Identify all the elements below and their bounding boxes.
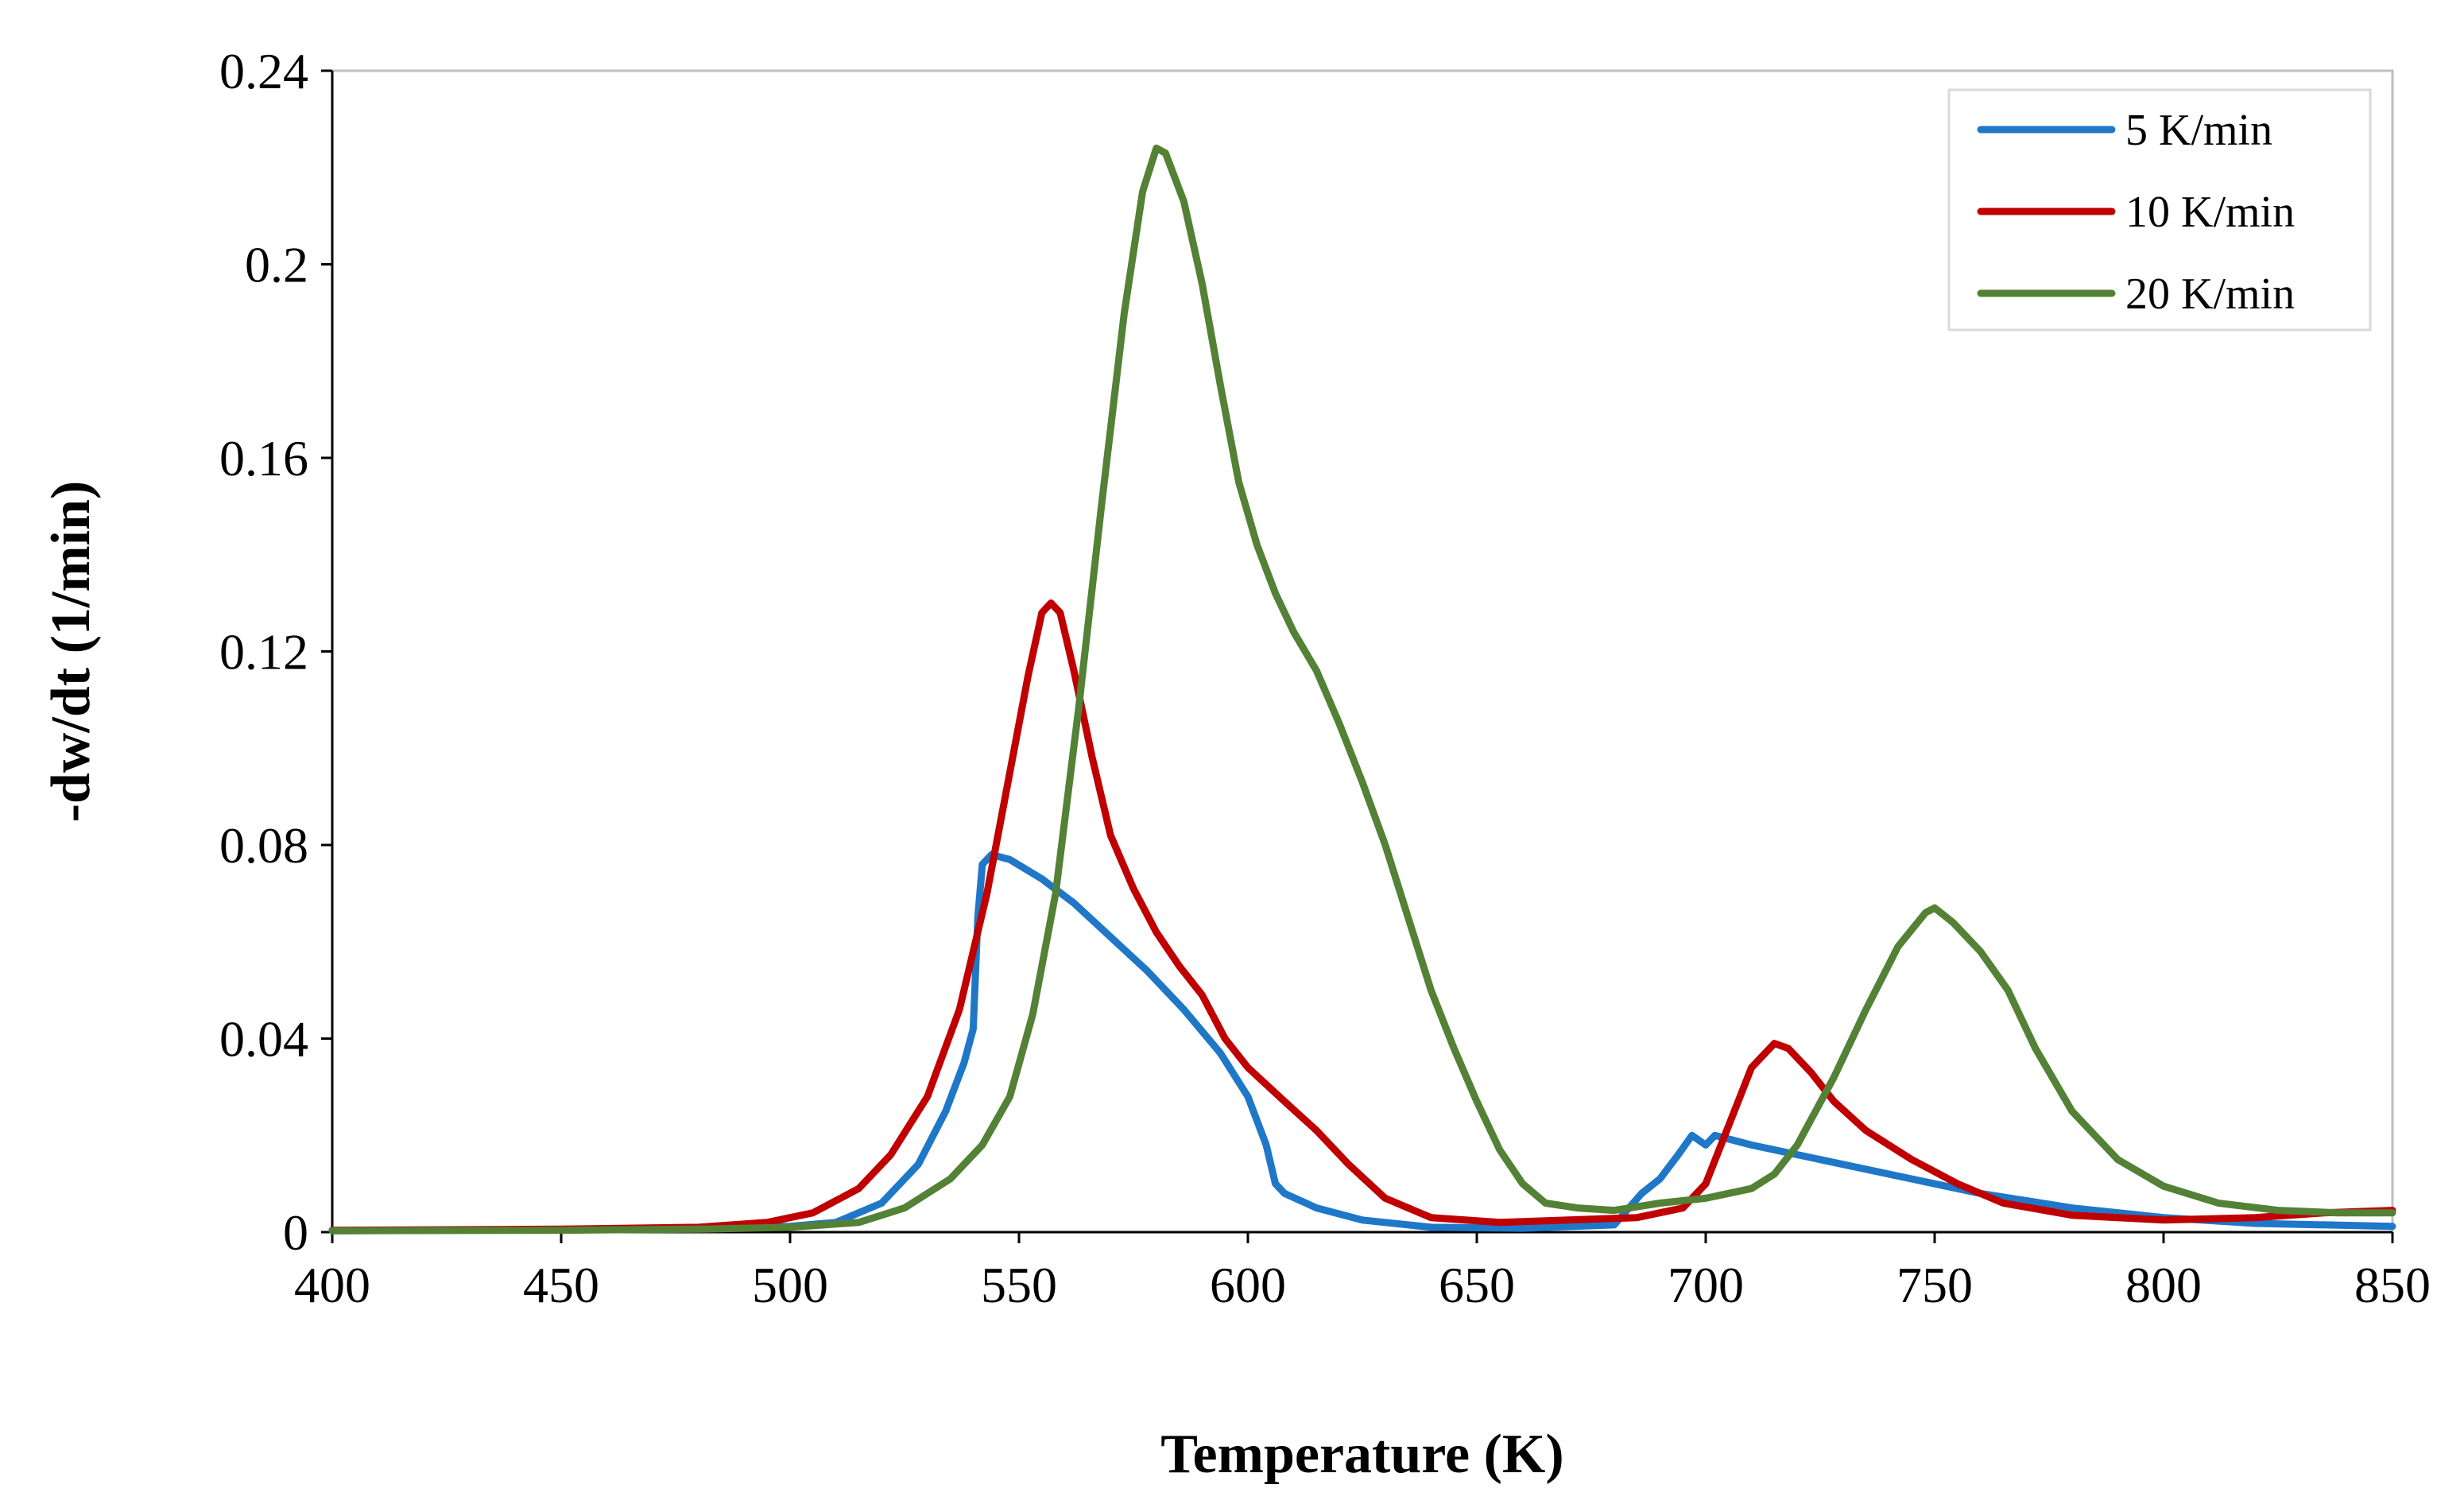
x-axis-title: Temperature (K) [1160,1424,1563,1485]
y-tick-label: 0.2 [245,237,308,293]
x-tick-label: 750 [1896,1257,1973,1313]
y-tick-label: 0 [283,1204,308,1261]
x-tick-label: 550 [981,1257,1057,1313]
y-tick-label: 0.24 [219,43,308,99]
legend-label: 5 K/min [2125,106,2272,155]
y-tick-label: 0.04 [219,1011,308,1068]
x-tick-label: 700 [1668,1257,1744,1313]
legend-label: 20 K/min [2125,269,2295,319]
x-tick-label: 800 [2125,1257,2202,1313]
series-line-20-k-min [328,144,2396,1235]
series-line-10-k-min [328,599,2396,1235]
x-tick-label: 650 [1439,1257,1515,1313]
x-tick-label: 500 [752,1257,828,1313]
y-axis-title: -dw/dt (1/min) [41,481,102,823]
legend-label: 10 K/min [2125,188,2295,237]
series-lines [328,144,2396,1235]
x-tick-label: 450 [523,1257,599,1313]
y-tick-label: 0.08 [219,817,308,874]
x-tick-label: 400 [294,1257,370,1313]
y-tick-label: 0.12 [219,624,308,680]
x-tick-label: 600 [1210,1257,1286,1313]
y-tick-label: 0.16 [219,430,308,486]
legend: 5 K/min 10 K/min 20 K/min [1947,88,2372,331]
x-tick-label: 850 [2354,1257,2431,1313]
series-line-5-k-min [328,851,2396,1235]
